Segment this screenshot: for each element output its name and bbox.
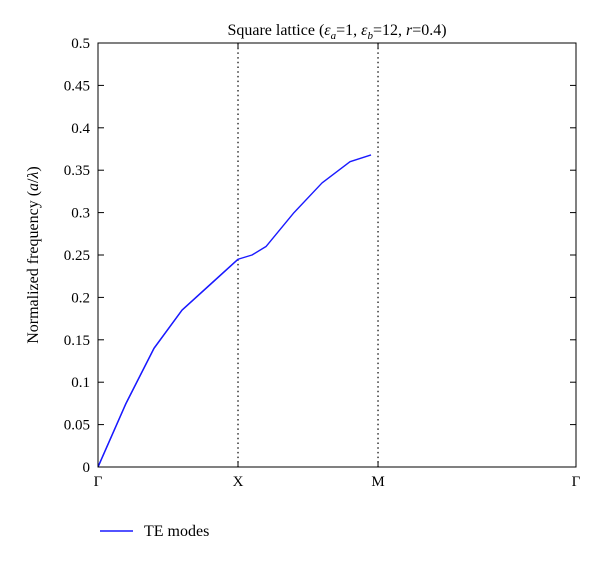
y-axis-label: Normalized frequency (a/λ) <box>25 166 42 344</box>
y-tick-label: 0.45 <box>64 78 90 94</box>
tick-labels: 0 0.05 0.1 0.15 0.2 0.25 0.3 0.35 0.4 0.45 0.5 Γ X M Γ <box>64 36 581 490</box>
y-tick-label: 0.3 <box>71 206 90 222</box>
symmetry-lines <box>237 43 379 467</box>
y-tick-label: 0.4 <box>71 121 90 137</box>
y-tick-label: 0.5 <box>71 36 90 52</box>
y-tick-label: 0 <box>83 460 91 476</box>
y-tick-label: 0.2 <box>71 290 90 306</box>
legend-label-te-modes: TE modes <box>144 523 209 540</box>
series-te-1 <box>98 258 239 467</box>
y-tick-label: 0.35 <box>64 163 90 179</box>
x-tick-label: Γ <box>572 474 581 490</box>
x-tick-label: Γ <box>94 474 103 490</box>
series-te-0 <box>98 154 372 467</box>
tick-marks <box>97 42 577 468</box>
chart-title: Square lattice (εa=1, εb=12, r=0.4) <box>227 22 446 42</box>
plot-lines <box>98 154 372 467</box>
y-tick-label: 0.1 <box>71 375 90 391</box>
x-tick-label: X <box>233 474 244 490</box>
x-tick-label: M <box>371 474 384 490</box>
y-tick-label: 0.05 <box>64 418 90 434</box>
y-tick-label: 0.15 <box>64 333 90 349</box>
legend: TE modes <box>100 523 209 540</box>
plot-frame <box>97 42 577 468</box>
y-tick-label: 0.25 <box>64 248 90 264</box>
